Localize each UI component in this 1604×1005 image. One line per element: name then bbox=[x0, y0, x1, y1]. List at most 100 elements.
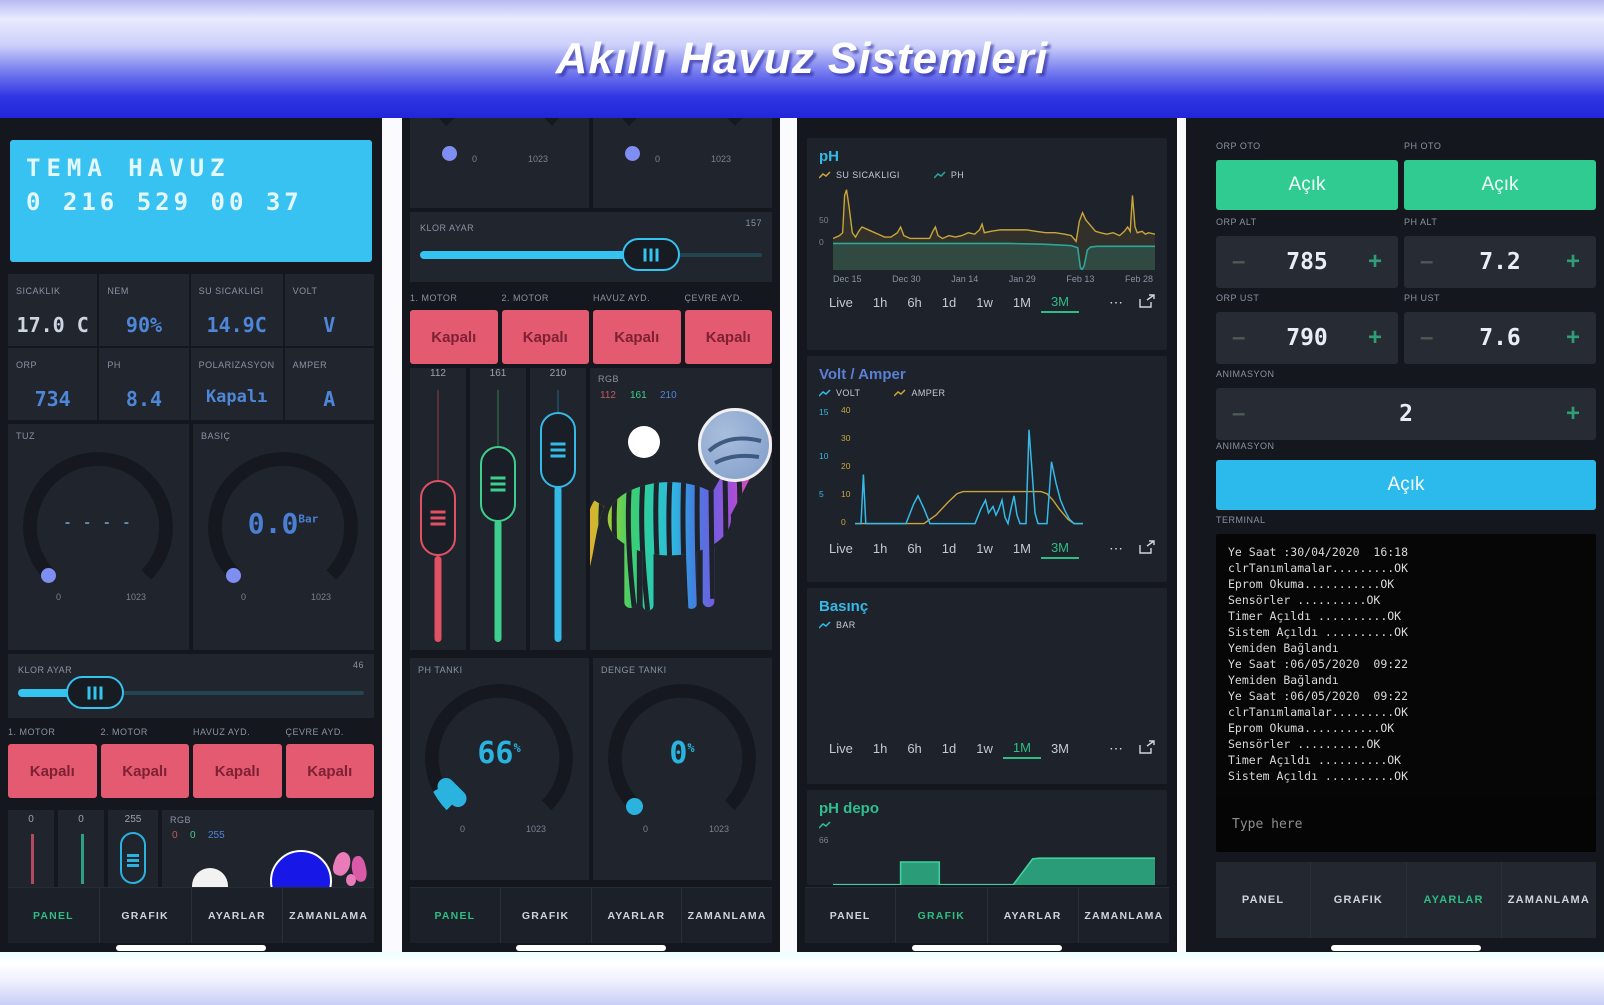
range-1M[interactable]: 1M bbox=[1002, 738, 1041, 759]
tuz-gauge[interactable]: - - - - bbox=[23, 452, 173, 602]
range-3M[interactable]: 3M bbox=[1050, 741, 1070, 756]
tab-panel[interactable]: PANEL bbox=[1241, 894, 1285, 906]
minus-icon[interactable]: – bbox=[1232, 400, 1246, 427]
mini-slider-red[interactable]: 0 bbox=[8, 810, 54, 887]
basinc-plot[interactable] bbox=[819, 634, 1155, 730]
more-options-icon[interactable]: ⋯ bbox=[1109, 740, 1125, 756]
animasyon-button[interactable]: Açık bbox=[1216, 460, 1596, 510]
range-live[interactable]: Live bbox=[829, 741, 853, 756]
minus-icon[interactable]: – bbox=[1232, 248, 1246, 275]
volt-amper-plot[interactable]: 15 10 5 40 30 20 10 0 bbox=[819, 402, 1155, 530]
ph-tanki-gauge[interactable]: 66% bbox=[425, 684, 573, 832]
range-3M[interactable]: 3M bbox=[1040, 538, 1080, 559]
gauge-knob[interactable] bbox=[442, 146, 457, 161]
gauge-knob[interactable] bbox=[625, 146, 640, 161]
export-icon[interactable] bbox=[1139, 540, 1155, 557]
motor2-button[interactable]: Kapalı bbox=[100, 744, 189, 798]
tab-zamanlama[interactable]: ZAMANLAMA bbox=[282, 888, 374, 943]
export-icon[interactable] bbox=[1139, 740, 1155, 757]
range-live[interactable]: Live bbox=[829, 295, 853, 310]
export-icon[interactable] bbox=[1139, 294, 1155, 311]
tab-panel[interactable]: PANEL bbox=[829, 909, 871, 922]
klor-ayar-slider[interactable] bbox=[420, 238, 762, 272]
range-1w[interactable]: 1w bbox=[976, 541, 993, 556]
home-indicator[interactable] bbox=[1331, 945, 1481, 951]
plus-icon[interactable]: + bbox=[1565, 324, 1580, 351]
range-1w[interactable]: 1w bbox=[976, 741, 993, 756]
slider-track[interactable] bbox=[18, 691, 364, 695]
range-6h[interactable]: 6h bbox=[907, 295, 922, 310]
tab-ayarlar[interactable]: AYARLAR bbox=[590, 888, 682, 943]
range-1h[interactable]: 1h bbox=[872, 741, 888, 756]
motor1-button[interactable]: Kapalı bbox=[8, 744, 97, 798]
tab-zamanlama[interactable]: ZAMANLAMA bbox=[1500, 862, 1596, 938]
blue-slider-handle[interactable] bbox=[540, 412, 576, 488]
red-slider-handle[interactable] bbox=[420, 480, 456, 556]
mini-slider-green[interactable]: 0 bbox=[58, 810, 104, 887]
tab-ayarlar[interactable]: AYARLAR bbox=[986, 888, 1078, 943]
orp-oto-button[interactable]: Açık bbox=[1216, 160, 1398, 210]
tab-ayarlar[interactable]: AYARLAR bbox=[1405, 862, 1501, 938]
tab-grafik[interactable]: GRAFIK bbox=[1310, 862, 1405, 938]
ph-oto-button[interactable]: Açık bbox=[1404, 160, 1596, 210]
gauge-knob[interactable] bbox=[626, 798, 643, 815]
range-1w[interactable]: 1w bbox=[976, 295, 993, 310]
legend-item[interactable]: PH bbox=[933, 170, 964, 180]
ph-chart-plot[interactable]: 50 0 bbox=[819, 184, 1155, 270]
more-options-icon[interactable]: ⋯ bbox=[1109, 540, 1125, 556]
range-6h[interactable]: 6h bbox=[907, 541, 922, 556]
gauge-knob[interactable] bbox=[41, 568, 56, 583]
legend-item[interactable]: SU SICAKLIGI bbox=[819, 170, 900, 180]
plus-icon[interactable]: + bbox=[1367, 248, 1382, 275]
tab-zamanlama[interactable]: ZAMANLAMA bbox=[1077, 888, 1169, 943]
tab-panel[interactable]: PANEL bbox=[32, 909, 74, 922]
minus-icon[interactable]: – bbox=[1420, 248, 1434, 275]
klor-ayar-slider[interactable] bbox=[18, 676, 364, 710]
minus-icon[interactable]: – bbox=[1420, 324, 1434, 351]
tab-grafik[interactable]: GRAFIK bbox=[895, 888, 986, 943]
range-live[interactable]: Live bbox=[829, 541, 853, 556]
home-indicator[interactable] bbox=[516, 945, 666, 951]
range-1M[interactable]: 1M bbox=[1012, 295, 1031, 310]
range-3M[interactable]: 3M bbox=[1040, 292, 1080, 313]
range-6h[interactable]: 6h bbox=[907, 741, 922, 756]
plus-icon[interactable]: + bbox=[1367, 324, 1382, 351]
range-1h[interactable]: 1h bbox=[872, 295, 888, 310]
mini-slider-blue[interactable]: 255 bbox=[108, 810, 158, 887]
tab-grafik[interactable]: GRAFIK bbox=[98, 888, 191, 943]
cevre-ayd-button[interactable]: Kapalı bbox=[684, 310, 772, 364]
plus-icon[interactable]: + bbox=[1565, 400, 1580, 427]
cevre-ayd-button[interactable]: Kapalı bbox=[285, 744, 374, 798]
ph-depo-plot[interactable]: 66 bbox=[819, 835, 1155, 885]
motor2-button[interactable]: Kapalı bbox=[501, 310, 589, 364]
tab-panel[interactable]: PANEL bbox=[434, 909, 476, 922]
havuz-ayd-button[interactable]: Kapalı bbox=[593, 310, 681, 364]
slider-handle[interactable] bbox=[66, 676, 125, 709]
home-indicator[interactable] bbox=[116, 945, 266, 951]
more-options-icon[interactable]: ⋯ bbox=[1109, 294, 1125, 310]
home-indicator[interactable] bbox=[912, 945, 1062, 951]
basic-gauge[interactable]: 0.0Bar bbox=[208, 452, 358, 602]
white-dot[interactable] bbox=[628, 426, 660, 458]
denge-tanki-gauge[interactable]: 0% bbox=[608, 684, 756, 832]
tab-grafik[interactable]: GRAFIK bbox=[499, 888, 591, 943]
havuz-ayd-button[interactable]: Kapalı bbox=[193, 744, 282, 798]
terminal-input[interactable] bbox=[1216, 796, 1596, 852]
green-slider-handle[interactable] bbox=[480, 446, 516, 522]
tab-ayarlar[interactable]: AYARLAR bbox=[190, 888, 283, 943]
legend-item[interactable]: VOLT bbox=[819, 388, 860, 398]
range-1d[interactable]: 1d bbox=[941, 295, 957, 310]
plus-icon[interactable]: + bbox=[1565, 248, 1580, 275]
legend-item[interactable]: AMPER bbox=[894, 388, 945, 398]
range-1h[interactable]: 1h bbox=[872, 541, 888, 556]
tab-zamanlama[interactable]: ZAMANLAMA bbox=[681, 888, 772, 943]
range-1M[interactable]: 1M bbox=[1012, 541, 1031, 556]
slider-handle[interactable] bbox=[621, 238, 680, 271]
range-1d[interactable]: 1d bbox=[941, 541, 957, 556]
magnifier-lens[interactable] bbox=[698, 408, 772, 482]
gauge-knob[interactable] bbox=[226, 568, 241, 583]
minus-icon[interactable]: – bbox=[1232, 324, 1246, 351]
range-1d[interactable]: 1d bbox=[941, 741, 957, 756]
motor1-button[interactable]: Kapalı bbox=[410, 310, 498, 364]
legend-item[interactable]: BAR bbox=[819, 620, 856, 630]
